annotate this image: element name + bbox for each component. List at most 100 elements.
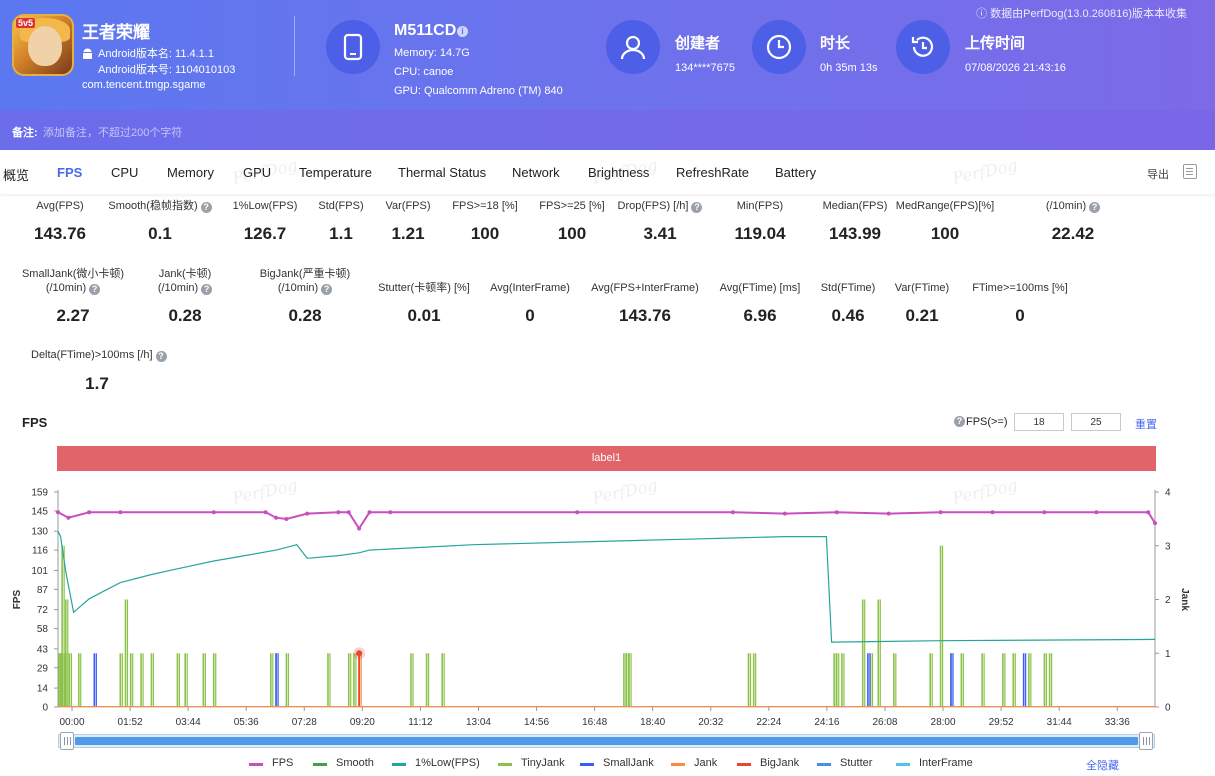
metric-label: Min(FPS) bbox=[680, 199, 840, 213]
fps-threshold-label: FPS(>=) bbox=[966, 416, 1008, 428]
help-icon[interactable]: ? bbox=[89, 284, 101, 295]
fps-threshold-input-2[interactable] bbox=[1071, 413, 1121, 431]
y-tick-label: 145 bbox=[31, 506, 48, 517]
help-icon[interactable]: ? bbox=[954, 416, 965, 427]
metric-label: Std(FTime) bbox=[763, 281, 933, 295]
y2-tick-label: 2 bbox=[1165, 595, 1171, 606]
device-info-icon[interactable]: i bbox=[457, 26, 468, 37]
x-tick-label: 29:52 bbox=[989, 717, 1014, 728]
fps-threshold-input-1[interactable] bbox=[1014, 413, 1064, 431]
header-divider bbox=[294, 16, 295, 76]
y-tick-label: 58 bbox=[37, 624, 49, 635]
tab-battery[interactable]: Battery bbox=[775, 165, 817, 180]
y-tick-label: 0 bbox=[42, 703, 48, 714]
legend-swatch[interactable] bbox=[498, 763, 512, 766]
export-button[interactable]: 导出 bbox=[1147, 169, 1169, 181]
clock-icon bbox=[752, 20, 806, 74]
tab-gpu[interactable]: GPU bbox=[243, 165, 272, 180]
reset-button[interactable]: 重置 bbox=[1135, 419, 1157, 431]
fps-point bbox=[56, 510, 60, 515]
metric-value: 100 bbox=[930, 224, 960, 243]
range-handle-left[interactable] bbox=[60, 732, 74, 750]
metric-label: Avg(FPS) bbox=[0, 199, 140, 213]
fps-point bbox=[118, 510, 123, 515]
metric-label: Smooth(稳帧指数)? bbox=[80, 199, 240, 213]
tab-memory[interactable]: Memory bbox=[167, 165, 214, 180]
export-icon[interactable] bbox=[1183, 164, 1197, 179]
tab-network[interactable]: Network bbox=[512, 165, 560, 180]
legend-item[interactable]: TinyJank bbox=[521, 757, 565, 769]
device-gpu: GPU: Qualcomm Adreno (TM) 840 bbox=[394, 85, 563, 97]
fps-chart[interactable]: 0 14 29 43 58 72 87 101 116 130 145 159 0 1 2 3 4 00:00 01… bbox=[0, 480, 1215, 730]
x-tick-label: 22:24 bbox=[756, 717, 781, 728]
legend-item[interactable]: 1%Low(FPS) bbox=[415, 757, 480, 769]
metric-value: 3.41 bbox=[643, 224, 677, 243]
metric-label-text: (/10min)? bbox=[100, 281, 270, 295]
x-tick-label: 05:36 bbox=[234, 717, 259, 728]
tab-overview[interactable]: 概览 bbox=[3, 168, 30, 183]
tab-temperature[interactable]: Temperature bbox=[299, 165, 372, 180]
help-icon[interactable]: ? bbox=[200, 202, 212, 213]
legend-swatch[interactable] bbox=[392, 763, 406, 766]
data-source-text: 数据由PerfDog(13.0.260816)版本本收集 bbox=[990, 8, 1187, 20]
legend-swatch[interactable] bbox=[249, 763, 263, 766]
legend-item[interactable]: BigJank bbox=[760, 757, 800, 769]
metric-label-text: FPS>=25 [%] bbox=[539, 200, 605, 212]
time-range-fill[interactable] bbox=[75, 737, 1138, 745]
y-tick-label: 72 bbox=[37, 605, 49, 616]
x-tick-label: 28:00 bbox=[931, 717, 956, 728]
help-icon[interactable]: ? bbox=[321, 284, 333, 295]
y-tick-label: 29 bbox=[37, 663, 49, 674]
legend-swatch[interactable] bbox=[817, 763, 831, 766]
legend-item[interactable]: Smooth bbox=[336, 757, 374, 769]
metric-label: BigJank(严重卡顿) (/10min)? bbox=[220, 267, 390, 295]
metric-value: 1.21 bbox=[391, 224, 425, 243]
legend-swatch[interactable] bbox=[737, 763, 751, 766]
legend-item[interactable]: Stutter bbox=[840, 757, 873, 769]
x-tick-label: 33:36 bbox=[1105, 717, 1130, 728]
series-line-fps bbox=[57, 511, 1156, 531]
range-handle-right[interactable] bbox=[1139, 732, 1153, 750]
tab-fps[interactable]: FPS bbox=[57, 165, 83, 180]
tab-cpu[interactable]: CPU bbox=[111, 165, 139, 180]
metric-label-text: Var(FPS) bbox=[385, 200, 431, 212]
metric-label-text: Jank(卡顿) bbox=[158, 268, 212, 280]
legend-item[interactable]: Jank bbox=[694, 757, 718, 769]
legend-swatch[interactable] bbox=[671, 763, 685, 766]
help-icon[interactable]: ? bbox=[691, 202, 703, 213]
label-band[interactable]: label1 bbox=[57, 446, 1156, 471]
metric-label: Var(FPS) bbox=[328, 199, 488, 213]
fps-point bbox=[1146, 510, 1151, 515]
legend-swatch[interactable] bbox=[896, 763, 910, 766]
android-icon bbox=[83, 48, 92, 59]
app-icon: 5v5 bbox=[12, 14, 74, 76]
help-icon[interactable]: ? bbox=[155, 351, 167, 362]
metric-label-unit: (/10min) bbox=[157, 282, 199, 294]
tab-brightness[interactable]: Brightness bbox=[588, 165, 650, 180]
time-range-slider[interactable] bbox=[58, 734, 1155, 748]
legend-swatch[interactable] bbox=[313, 763, 327, 766]
metric-value: 0.28 bbox=[288, 306, 322, 325]
x-tick-label: 00:00 bbox=[59, 717, 84, 728]
legend-item[interactable]: InterFrame bbox=[919, 757, 973, 769]
note-input[interactable]: 添加备注，不超过200个字符 bbox=[43, 127, 183, 139]
tab-refreshrate[interactable]: RefreshRate bbox=[676, 165, 749, 180]
hide-all-button[interactable]: 全隐藏 bbox=[1086, 760, 1119, 772]
metric-value: 0 bbox=[525, 306, 535, 325]
help-icon[interactable]: ? bbox=[201, 284, 213, 295]
metric-label-text: MedRange(FPS)[%] bbox=[895, 200, 995, 212]
metric-label-text: FTime>=100ms [%] bbox=[972, 282, 1068, 294]
legend-swatch[interactable] bbox=[580, 763, 594, 766]
legend-item[interactable]: FPS bbox=[272, 757, 294, 769]
metric-value: 119.04 bbox=[734, 224, 786, 243]
legend-item[interactable]: SmallJank bbox=[603, 757, 654, 769]
metric-label-text: Avg(FTime) [ms] bbox=[719, 282, 801, 294]
fps-point bbox=[730, 510, 735, 515]
fps-point bbox=[284, 517, 289, 522]
help-icon[interactable]: ? bbox=[1089, 202, 1101, 213]
metric-value: 0 bbox=[1015, 306, 1025, 325]
metric-value: 1.7 bbox=[85, 374, 109, 393]
metric-label-text: Var(FTime) bbox=[894, 282, 950, 294]
tab-thermal-status[interactable]: Thermal Status bbox=[398, 165, 487, 180]
fps-point bbox=[357, 526, 362, 531]
